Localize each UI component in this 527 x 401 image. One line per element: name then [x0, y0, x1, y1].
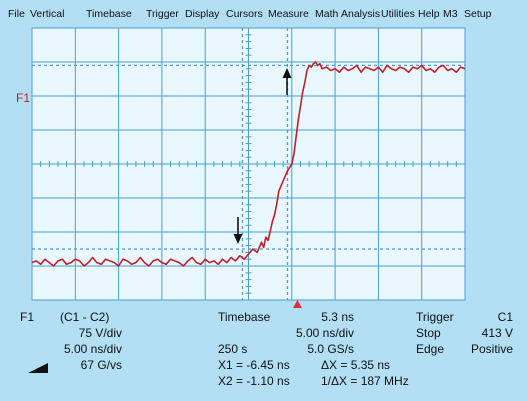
trigger-label: Trigger — [416, 310, 454, 324]
trigger-slope: Positive — [470, 342, 513, 356]
trigger-channel: C1 — [497, 310, 513, 324]
menu-display[interactable]: Display — [185, 8, 220, 20]
menu-file[interactable]: File — [8, 8, 25, 20]
waveform-trace-f1 — [31, 61, 466, 267]
timebase-per-div: 5.00 ns/div — [295, 326, 354, 340]
timebase-label: Timebase — [218, 310, 271, 324]
info-slew-rate: 67 G/vs — [80, 358, 122, 372]
slope-ramp-icon — [28, 363, 48, 373]
info-trace-name: F1 — [20, 310, 35, 324]
menu-timebase[interactable]: Timebase — [86, 8, 132, 20]
trigger-type: Edge — [416, 342, 445, 356]
menu-cursors[interactable]: Cursors — [226, 8, 263, 20]
menu-analysis[interactable]: Analysis — [341, 8, 381, 20]
acquisition-points: 250 s — [218, 342, 248, 356]
menu-measure[interactable]: Measure — [268, 8, 309, 20]
cursor-lines — [32, 28, 465, 300]
menu-vertical[interactable]: Vertical — [30, 8, 65, 20]
cursor-arrow-x1-icon[interactable] — [233, 217, 243, 244]
cursor-x2-readout: X2 = -1.10 ns — [218, 374, 290, 388]
menu-utilities[interactable]: Utilities — [381, 8, 415, 20]
trigger-level: 413 V — [481, 326, 513, 340]
menu-bar: File Vertical Timebase Trigger Display C… — [0, 0, 527, 26]
menu-setup[interactable]: Setup — [464, 8, 492, 20]
menu-m3[interactable]: M3 — [443, 8, 458, 20]
info-trace-source: (C1 - C2) — [60, 310, 110, 324]
sample-rate: 5.0 GS/s — [307, 342, 354, 356]
timebase-delay: 5.3 ns — [321, 310, 354, 324]
graticule — [31, 27, 466, 301]
info-vertical-scale: 75 V/div — [78, 326, 122, 340]
trace-label-f1[interactable]: F1 — [16, 91, 31, 105]
trigger-position-marker[interactable] — [293, 300, 302, 308]
menu-help[interactable]: Help — [418, 8, 440, 20]
cursor-delta-x-readout: ΔX = 5.35 ns — [321, 358, 391, 372]
menu-math[interactable]: Math — [315, 8, 339, 20]
info-horizontal-scale: 5.00 ns/div — [63, 342, 122, 356]
menu-trigger[interactable]: Trigger — [146, 8, 179, 20]
cursor-inverse-delta-x-readout: 1/ΔX = 187 MHz — [321, 374, 409, 388]
cursor-arrow-x2-icon[interactable] — [282, 68, 292, 95]
trigger-mode: Stop — [416, 326, 441, 340]
cursor-x1-readout: X1 = -6.45 ns — [218, 358, 290, 372]
